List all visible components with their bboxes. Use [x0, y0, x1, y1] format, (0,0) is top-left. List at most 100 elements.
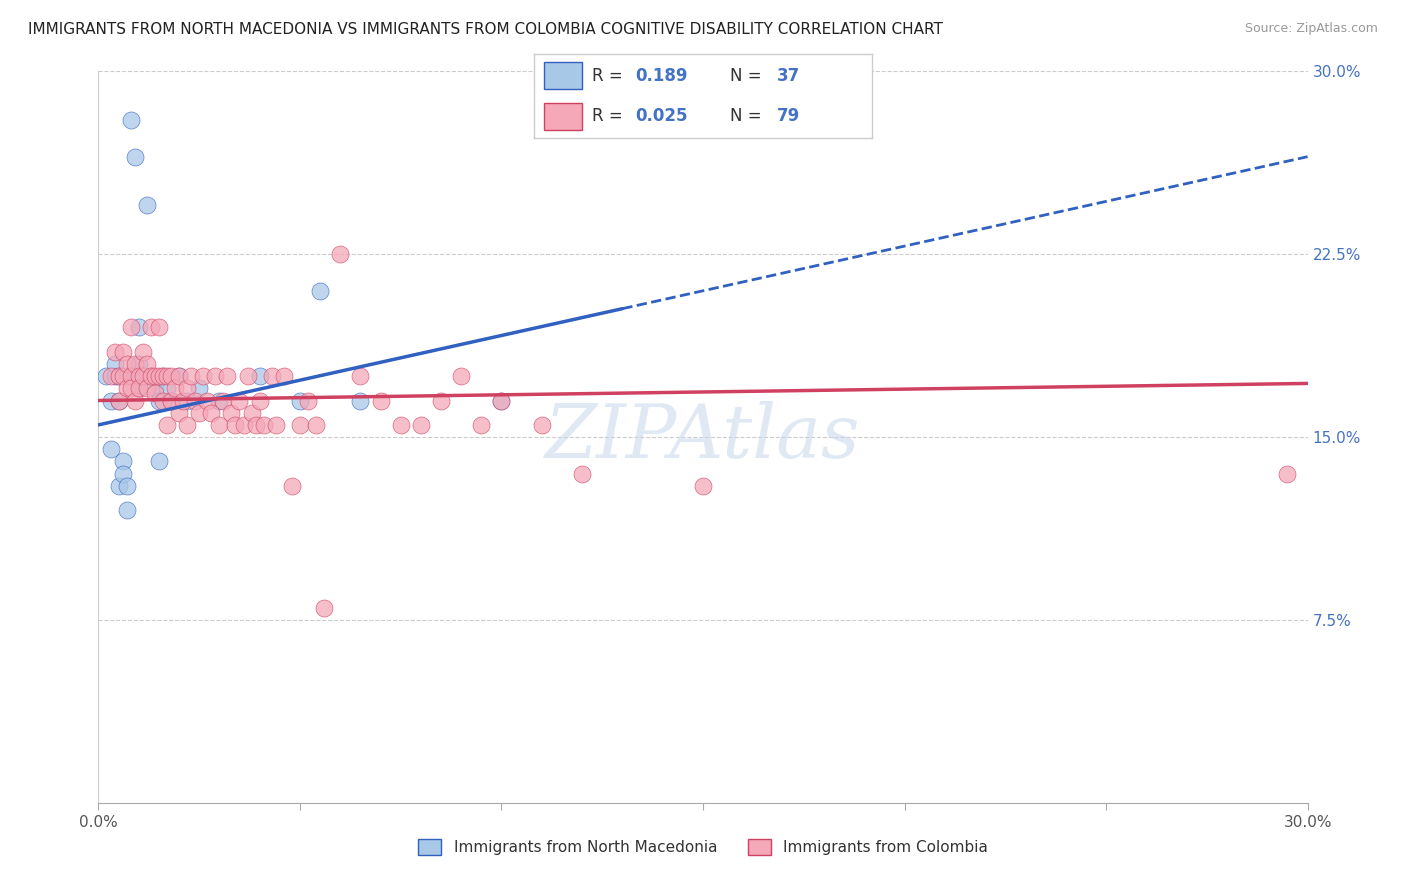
Point: [124, 393, 146, 408]
Bar: [544, 103, 582, 130]
Point: [249, 369, 271, 384]
Point: [245, 417, 267, 432]
Point: [124, 150, 146, 164]
Point: [450, 369, 472, 384]
Point: [124, 357, 146, 371]
Point: [103, 357, 125, 371]
Point: [204, 369, 226, 384]
Point: [128, 320, 150, 334]
Point: [148, 393, 170, 408]
Text: R =: R =: [592, 107, 627, 125]
Point: [115, 357, 138, 371]
Point: [813, 77, 835, 91]
Point: [111, 344, 134, 359]
Point: [249, 393, 271, 408]
Point: [224, 417, 246, 432]
Point: [107, 393, 129, 408]
Point: [167, 406, 190, 420]
Point: [139, 369, 162, 384]
Bar: [544, 62, 582, 89]
Point: [132, 369, 155, 384]
Point: [107, 393, 129, 408]
Point: [236, 369, 259, 384]
Point: [491, 393, 513, 408]
Point: [139, 320, 162, 334]
Text: N =: N =: [730, 67, 766, 85]
Point: [100, 442, 122, 457]
Point: [208, 417, 231, 432]
Point: [124, 369, 146, 384]
Point: [111, 369, 134, 384]
Point: [288, 393, 311, 408]
Point: [273, 369, 295, 384]
Point: [111, 454, 134, 468]
Point: [172, 393, 194, 408]
Text: 79: 79: [778, 107, 800, 125]
Point: [176, 381, 198, 395]
Point: [156, 369, 179, 384]
Point: [128, 369, 150, 384]
Point: [132, 344, 155, 359]
Point: [128, 381, 150, 395]
Text: IMMIGRANTS FROM NORTH MACEDONIA VS IMMIGRANTS FROM COLOMBIA COGNITIVE DISABILITY: IMMIGRANTS FROM NORTH MACEDONIA VS IMMIG…: [28, 22, 943, 37]
Point: [107, 369, 129, 384]
Point: [128, 357, 150, 371]
Point: [430, 393, 453, 408]
Point: [143, 386, 166, 401]
Point: [188, 381, 211, 395]
Point: [309, 284, 332, 298]
Point: [491, 393, 513, 408]
Point: [132, 369, 155, 384]
Point: [115, 369, 138, 384]
Point: [180, 369, 202, 384]
Point: [152, 393, 174, 408]
Point: [288, 417, 311, 432]
Point: [228, 393, 250, 408]
Point: [115, 381, 138, 395]
Point: [200, 406, 222, 420]
Point: [120, 113, 142, 128]
Point: [152, 369, 174, 384]
Text: N =: N =: [730, 107, 766, 125]
Point: [135, 357, 157, 371]
Point: [370, 393, 392, 408]
Point: [692, 479, 714, 493]
Point: [176, 417, 198, 432]
Point: [135, 381, 157, 395]
Point: [139, 369, 162, 384]
Point: [167, 369, 190, 384]
Point: [148, 454, 170, 468]
Text: 0.025: 0.025: [636, 107, 688, 125]
Point: [120, 381, 142, 395]
Point: [240, 406, 263, 420]
Point: [100, 369, 122, 384]
Point: [156, 417, 179, 432]
Point: [281, 479, 304, 493]
Legend: Immigrants from North Macedonia, Immigrants from Colombia: Immigrants from North Macedonia, Immigra…: [412, 833, 994, 861]
Point: [148, 369, 170, 384]
Point: [193, 369, 215, 384]
Point: [96, 369, 118, 384]
Point: [120, 369, 142, 384]
Point: [120, 320, 142, 334]
Point: [530, 417, 553, 432]
Point: [208, 393, 231, 408]
Point: [128, 381, 150, 395]
Point: [264, 417, 287, 432]
Point: [143, 381, 166, 395]
Point: [329, 247, 352, 261]
Point: [297, 393, 319, 408]
Point: [260, 369, 283, 384]
Point: [135, 198, 157, 212]
Point: [148, 320, 170, 334]
Point: [349, 369, 371, 384]
Text: Source: ZipAtlas.com: Source: ZipAtlas.com: [1244, 22, 1378, 36]
Point: [111, 467, 134, 481]
Point: [221, 406, 243, 420]
Point: [571, 467, 593, 481]
Text: 0.189: 0.189: [636, 67, 688, 85]
Point: [107, 369, 129, 384]
Point: [305, 417, 328, 432]
Text: ZIPAtlas: ZIPAtlas: [546, 401, 860, 474]
Point: [184, 393, 207, 408]
